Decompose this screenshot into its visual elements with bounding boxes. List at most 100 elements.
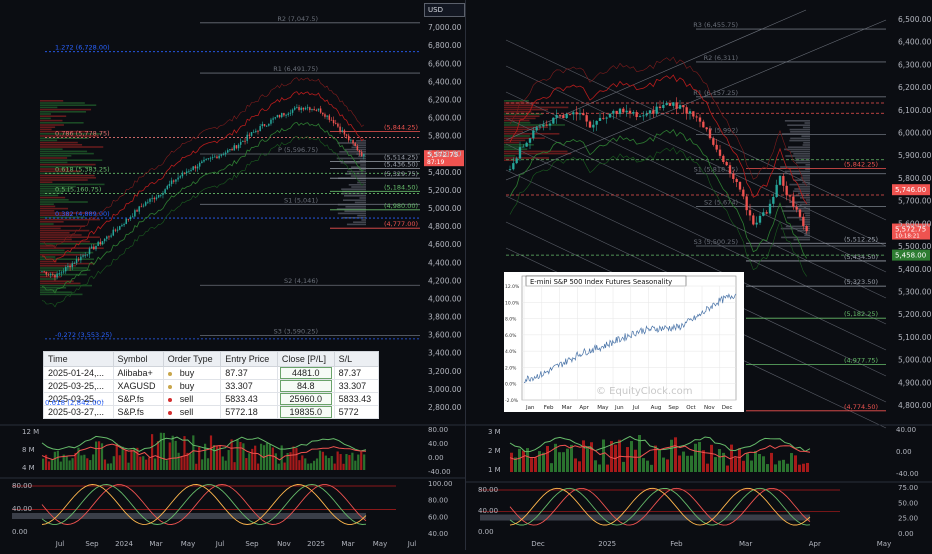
profile-bar	[40, 243, 104, 245]
trade-sl: 33.307	[333, 379, 380, 393]
right-profile-bar	[790, 131, 810, 133]
y-axis-tick-label: 5,000.00	[898, 356, 932, 365]
candle-body	[545, 124, 548, 126]
right-profile-bar	[337, 142, 366, 144]
candle-body	[73, 263, 76, 264]
price-tag-sub: 87:19	[427, 159, 444, 166]
trade-row[interactable]: 2025-01-24,... Alibaba+ buy 87.37 4481.0 87.3…	[43, 366, 380, 380]
candle-body	[515, 158, 518, 164]
volume-bar	[794, 455, 797, 472]
volume-bar	[722, 452, 725, 472]
volume-bar	[670, 439, 673, 472]
x-axis-label: Sep	[245, 540, 259, 548]
volume-bar	[71, 458, 74, 470]
trade-table: Time Symbol Order Type Entry Price Close…	[43, 351, 380, 419]
profile-bar	[40, 225, 86, 227]
candle-body	[708, 129, 712, 139]
right-profile-bar	[357, 214, 366, 217]
trade-type: sell	[162, 405, 222, 419]
profile-bar	[40, 291, 72, 293]
oscillator-line	[41, 484, 367, 525]
volume-bar	[127, 462, 130, 470]
profile-bar	[40, 236, 100, 238]
volume-osc-line-2	[509, 444, 811, 461]
profile-bar	[504, 139, 526, 142]
candle-body	[705, 127, 708, 130]
candle-body	[317, 108, 320, 111]
level-label: 1.272 (6,728.00)	[55, 44, 110, 52]
profile-bar	[40, 265, 76, 267]
x-axis-label: 2025	[307, 540, 325, 548]
candle-body	[792, 196, 795, 207]
profile-bar	[40, 203, 54, 205]
left-x-axis: Jul Sep 2024 Mar May Jul Sep Nov 2025 Mar May Jul	[55, 540, 417, 548]
right-profile-bar	[802, 175, 810, 177]
candle-body	[216, 156, 218, 159]
channel-line	[505, 91, 887, 273]
candle-body	[131, 216, 134, 218]
volume-bar	[257, 463, 260, 470]
candle-body	[239, 141, 242, 145]
candle-body	[103, 238, 106, 242]
volume-bar	[189, 453, 192, 470]
volume-bar	[606, 464, 609, 472]
profile-bar	[40, 212, 97, 214]
order-type-dot-icon	[167, 410, 172, 415]
candle-body	[782, 176, 785, 186]
right-profile-bar	[803, 142, 810, 144]
col-entry-price: Entry Price	[220, 351, 278, 367]
volume-bar	[44, 454, 48, 470]
x-axis-label: Mar	[341, 540, 354, 548]
candle-body	[218, 155, 220, 159]
y-axis-tick-label: 5,000.00	[428, 204, 462, 213]
volume-bar	[180, 456, 183, 470]
left-chart-svg[interactable]: R2 (7,047.5) R1 (6,491.75) P (5,596.75) S1 …	[0, 0, 466, 550]
candle-body	[605, 117, 608, 119]
profile-bar	[40, 124, 64, 126]
x-axis-label: May	[877, 540, 891, 548]
level-label: (5,329.75)	[384, 170, 418, 178]
season-month-label: Mar	[562, 405, 573, 411]
trade-row[interactable]: 2025-03-27,... S&P.fs sell 5772.18 19835.0 57…	[43, 405, 380, 419]
left-levels: R2 (7,047.5) R1 (6,491.75) P (5,596.75) S1 …	[45, 15, 464, 340]
volume-bar	[209, 435, 213, 470]
volume-right-axis-label: 0.00	[428, 454, 444, 462]
level-label: (5,512.25)	[844, 235, 878, 243]
order-type-dot-icon	[167, 371, 172, 376]
volume-bar	[109, 463, 112, 470]
candle-body	[345, 134, 348, 136]
trade-row[interactable]: 2025-03-25,... S&P.fs sell 5833.43 25960.0 58…	[43, 392, 380, 406]
candle-body	[688, 111, 692, 114]
x-axis-label: Nov	[277, 540, 291, 548]
profile-bar	[40, 146, 104, 148]
level-label: (5,184.50)	[384, 183, 418, 191]
oscillator-axis-label: 0.00	[478, 528, 494, 536]
candle-body	[205, 159, 207, 160]
volume-bar	[192, 435, 195, 470]
order-type-dot-icon	[167, 397, 172, 402]
candle-body	[270, 119, 272, 124]
season-line	[523, 293, 737, 384]
level-label: S3 (5,500.25)	[694, 238, 738, 246]
currency-badge[interactable]: USD	[424, 3, 465, 17]
candle-body	[775, 184, 778, 197]
y-axis-tick-label: 5,400.00	[428, 168, 462, 177]
panel-divider	[465, 0, 466, 550]
upper-band	[41, 91, 365, 263]
volume-bar	[746, 453, 749, 472]
candle-body	[88, 248, 91, 255]
volume-bar	[218, 446, 221, 470]
candle-body	[655, 106, 658, 114]
right-profile-bar	[356, 140, 366, 142]
volume-right-axis-label: 40.00	[896, 426, 916, 434]
profile-bar	[40, 201, 88, 203]
candle-body	[54, 274, 56, 278]
candle-body	[166, 185, 169, 190]
candle-body	[635, 112, 638, 117]
trade-row[interactable]: 2025-03-25,... XAGUSD buy 33.307 84.8 33.307	[43, 379, 380, 393]
volume-bar	[310, 463, 313, 470]
x-axis-label: 2025	[598, 540, 616, 548]
left-chart-panel[interactable]: R2 (7,047.5) R1 (6,491.75) P (5,596.75) S1 …	[0, 0, 466, 550]
right-profile-bar	[357, 181, 366, 184]
profile-bar	[504, 135, 530, 137]
